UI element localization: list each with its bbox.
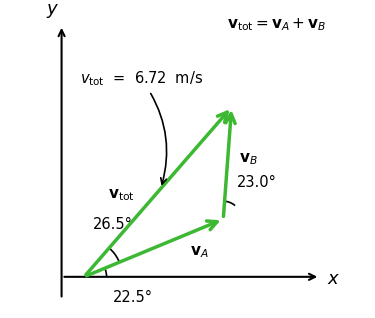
Text: 22.5°: 22.5° <box>113 290 153 305</box>
Text: $v_{\mathrm{tot}}$  =  6.72  m/s: $v_{\mathrm{tot}}$ = 6.72 m/s <box>80 70 203 184</box>
Text: $\mathbf{v}_{\mathrm{tot}} = \mathbf{v}_A + \mathbf{v}_B$: $\mathbf{v}_{\mathrm{tot}} = \mathbf{v}_… <box>227 16 327 33</box>
Text: 26.5°: 26.5° <box>93 217 133 232</box>
Text: $\mathbf{v}_{\mathrm{tot}}$: $\mathbf{v}_{\mathrm{tot}}$ <box>108 188 135 203</box>
Text: $\mathbf{v}_B$: $\mathbf{v}_B$ <box>238 151 257 167</box>
Text: 23.0°: 23.0° <box>237 175 277 190</box>
Text: $x$: $x$ <box>327 270 340 288</box>
Text: $y$: $y$ <box>46 3 59 20</box>
Text: $\mathbf{v}_A$: $\mathbf{v}_A$ <box>190 244 209 259</box>
